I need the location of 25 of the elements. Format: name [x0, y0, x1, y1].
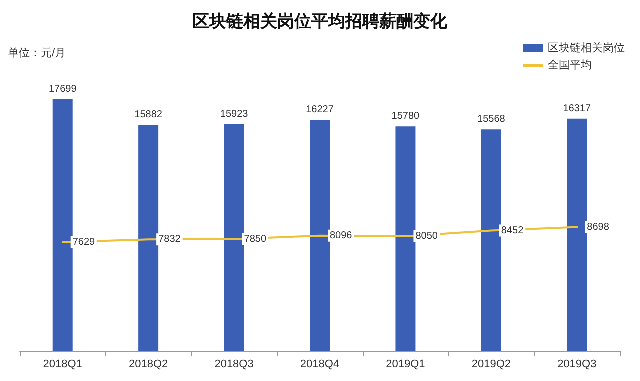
data-label: 15882	[134, 110, 163, 121]
x-tick-label: 2019Q3	[558, 358, 597, 370]
legend-label: 全国平均	[548, 60, 592, 72]
x-tick-label: 2018Q4	[300, 358, 340, 370]
data-label: 16317	[563, 103, 592, 114]
data-label: 7629	[72, 237, 96, 248]
legend-label: 区块链相关岗位	[548, 42, 625, 54]
data-label: 7850	[244, 234, 267, 245]
data-label: 8452	[501, 225, 524, 236]
x-tick-label: 2019Q2	[472, 358, 512, 370]
text: 单位：元/月	[8, 46, 66, 60]
x-tick-label: 2019Q1	[386, 358, 426, 370]
data-label: 17699	[48, 84, 78, 95]
x-tick-label: 2018Q2	[128, 358, 168, 370]
data-label: 16227	[306, 104, 334, 116]
x-tick-label: 2018Q3	[214, 358, 254, 370]
data-label: 15923	[220, 109, 249, 120]
data-label: 8698	[587, 222, 610, 233]
data-label: 15568	[478, 114, 506, 126]
data-label: 8050	[416, 231, 438, 242]
data-label: 7832	[158, 234, 182, 246]
x-tick-label: 2018Q1	[43, 358, 82, 370]
data-label: 15780	[392, 111, 420, 122]
chart-title: 区块链相关岗位平均招聘薪酬变化	[192, 12, 448, 31]
data-label: 8096	[330, 230, 353, 242]
